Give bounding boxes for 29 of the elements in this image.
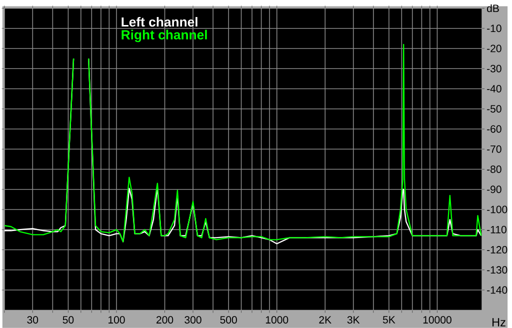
y-tick-label: -20 [487,44,502,52]
x-tick-label: 10000 [423,316,452,324]
y-tick-label: -30 [487,64,502,72]
x-tick-label: 500 [220,316,237,324]
x-axis-title: Hz [492,318,506,326]
y-tick-label: -70 [487,145,502,153]
text: Right channel [122,30,207,42]
y-tick-label: -140 [487,286,508,294]
x-tick-label: 3K [347,316,360,324]
x-tick-label: 100 [108,316,125,324]
x-tick-label: 30 [27,316,38,324]
x-tick-label: 1000 [266,316,288,324]
y-tick-label: -10 [487,24,502,32]
x-tick-label: 50 [62,316,74,324]
y-tick-label: -130 [487,266,508,274]
y-tick-label: -120 [487,246,508,254]
y-tick-label: -80 [487,166,502,174]
x-tick-label: 5K [382,316,396,324]
y-tick-label: -90 [487,186,502,194]
x-tick-label: 300 [184,316,202,324]
y-tick-label: -60 [487,125,502,133]
y-tick-label: -40 [487,85,502,92]
x-tick-label: 200 [156,316,174,324]
y-tick-label: -110 [487,226,506,234]
y-tick-label: -50 [487,105,502,113]
x-tick-label: 2K [319,316,332,324]
y-tick-label: -100 [487,206,508,214]
text: Left channel [122,17,198,27]
y-tick-label: dB [486,4,499,12]
